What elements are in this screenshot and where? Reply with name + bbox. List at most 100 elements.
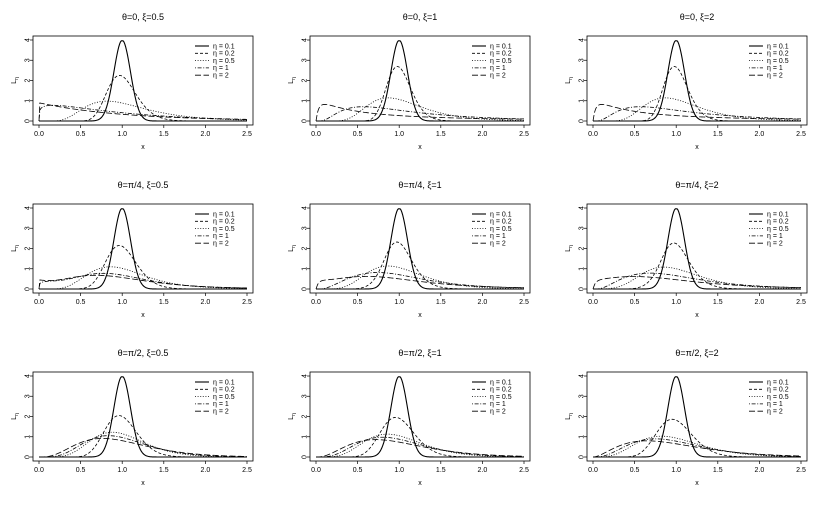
series-line-eta-1 [593, 438, 802, 458]
y-axis-label-sub: η [14, 77, 20, 80]
y-tick-label: 0 [302, 119, 309, 123]
legend-label: η = 0.2 [213, 219, 235, 226]
panel-title: θ=π/2, ξ=1 [398, 348, 441, 358]
y-axis-label: Lη [288, 77, 297, 84]
panel-4: θ=π/4, ξ=0.5 0.0 0.5 1.0 1.5 2.0 2.5 0 1 2 3 4 x Lη η … [11, 180, 254, 319]
x-tick-label: 0.5 [353, 131, 363, 138]
x-tick-label: 1.0 [117, 131, 127, 138]
series-line-eta-2 [592, 104, 802, 122]
legend-label: η = 0.2 [213, 387, 235, 394]
legend-label: η = 0.1 [490, 43, 512, 50]
series-line-eta-0.5 [593, 266, 802, 290]
x-tick-label: 1.0 [671, 467, 681, 474]
series-line-eta-0.1 [39, 208, 247, 290]
x-tick-label: 0.5 [353, 299, 363, 306]
y-tick-label: 1 [25, 435, 32, 439]
y-axis-label: Lη [565, 77, 574, 84]
y-tick-label: 4 [579, 38, 586, 42]
legend-label: η = 0.1 [490, 211, 512, 218]
y-tick-label: 4 [302, 206, 309, 210]
y-axis-label-sub: η [291, 77, 297, 80]
x-tick-label: 2.0 [478, 131, 488, 138]
y-tick-label: 3 [302, 226, 309, 230]
x-axis-label: x [695, 144, 699, 151]
y-axis-label-sub: η [568, 245, 574, 248]
series-line-eta-0.5 [316, 97, 525, 122]
legend-label: η = 0.5 [490, 58, 512, 65]
x-tick-label: 0.0 [588, 299, 598, 306]
y-tick-label: 4 [25, 374, 32, 378]
y-axis-label-sub: η [14, 413, 20, 416]
series-line-eta-0.2 [593, 242, 801, 290]
x-tick-label: 2.5 [242, 299, 252, 306]
y-tick-label: 0 [25, 455, 32, 459]
series-line-eta-0.2 [39, 74, 247, 122]
y-tick-label: 2 [579, 78, 586, 82]
y-axis-label: Lη [288, 413, 297, 420]
panel-title: θ=π/4, ξ=0.5 [118, 180, 169, 190]
x-axis-label: x [141, 480, 145, 487]
y-tick-label: 1 [579, 99, 586, 103]
series-line-eta-1 [39, 435, 248, 458]
y-tick-label: 1 [25, 99, 32, 103]
y-axis-label: Lη [565, 245, 574, 252]
y-tick-label: 2 [302, 246, 309, 250]
panel-7: θ=π/2, ξ=0.5 0.0 0.5 1.0 1.5 2.0 2.5 0 1 2 3 4 x Lη η … [11, 348, 254, 487]
x-tick-label: 2.5 [519, 131, 529, 138]
x-tick-label: 0.0 [34, 299, 44, 306]
legend-label: η = 0.5 [767, 226, 789, 233]
panel-title: θ=0, ξ=2 [680, 12, 715, 22]
y-tick-label: 3 [579, 58, 586, 62]
x-tick-label: 2.0 [755, 131, 765, 138]
x-tick-label: 1.5 [713, 299, 723, 306]
y-tick-label: 2 [579, 246, 586, 250]
y-tick-label: 1 [579, 435, 586, 439]
x-tick-label: 0.5 [630, 467, 640, 474]
y-tick-label: 3 [25, 226, 32, 230]
y-axis-label: Lη [11, 77, 20, 84]
series-line-eta-0.5 [39, 431, 247, 458]
x-tick-label: 0.5 [76, 467, 86, 474]
panel-3: θ=0, ξ=2 0.0 0.5 1.0 1.5 2.0 2.5 0 1 2 3 4 x Lη η = 0.… [565, 12, 808, 151]
x-tick-label: 2.5 [796, 467, 806, 474]
panel-9: θ=π/2, ξ=2 0.0 0.5 1.0 1.5 2.0 2.5 0 1 2 3 4 x Lη η = … [565, 348, 808, 487]
legend-label: η = 1 [767, 65, 783, 72]
legend-label: η = 2 [767, 241, 783, 248]
legend-label: η = 0.2 [767, 51, 789, 58]
legend-label: η = 0.5 [490, 394, 512, 401]
legend-label: η = 0.2 [767, 219, 789, 226]
x-tick-label: 0.0 [34, 467, 44, 474]
x-tick-label: 1.0 [671, 299, 681, 306]
series-line-eta-0.5 [593, 97, 802, 122]
x-tick-label: 2.0 [201, 299, 211, 306]
legend-label: η = 0.2 [490, 51, 512, 58]
x-axis-label: x [141, 144, 145, 151]
y-tick-label: 4 [579, 374, 586, 378]
series-line-eta-1 [316, 272, 525, 290]
legend-label: η = 2 [767, 73, 783, 80]
series-line-eta-0.2 [593, 418, 801, 458]
legend-label: η = 0.2 [213, 51, 235, 58]
panel-title: θ=π/4, ξ=1 [398, 180, 441, 190]
x-tick-label: 0.0 [34, 131, 44, 138]
legend-label: η = 0.5 [213, 226, 235, 233]
x-tick-label: 2.0 [478, 467, 488, 474]
series-line-eta-0.1 [39, 40, 247, 122]
series-line-eta-2 [315, 276, 525, 290]
y-tick-label: 1 [579, 267, 586, 271]
x-tick-label: 2.0 [201, 467, 211, 474]
x-tick-label: 1.5 [159, 299, 169, 306]
y-tick-label: 3 [579, 394, 586, 398]
legend-label: η = 0.1 [767, 211, 789, 218]
panel-6: θ=π/4, ξ=2 0.0 0.5 1.0 1.5 2.0 2.5 0 1 2 3 4 x Lη η = … [565, 180, 808, 319]
x-tick-label: 2.0 [201, 131, 211, 138]
y-tick-label: 4 [579, 206, 586, 210]
x-tick-label: 0.5 [630, 131, 640, 138]
legend-label: η = 0.2 [490, 219, 512, 226]
legend-label: η = 2 [490, 409, 506, 416]
y-tick-label: 0 [25, 287, 32, 291]
series-line-eta-2 [592, 276, 802, 290]
x-tick-label: 1.0 [117, 299, 127, 306]
x-tick-label: 2.0 [755, 299, 765, 306]
x-tick-label: 1.0 [394, 131, 404, 138]
